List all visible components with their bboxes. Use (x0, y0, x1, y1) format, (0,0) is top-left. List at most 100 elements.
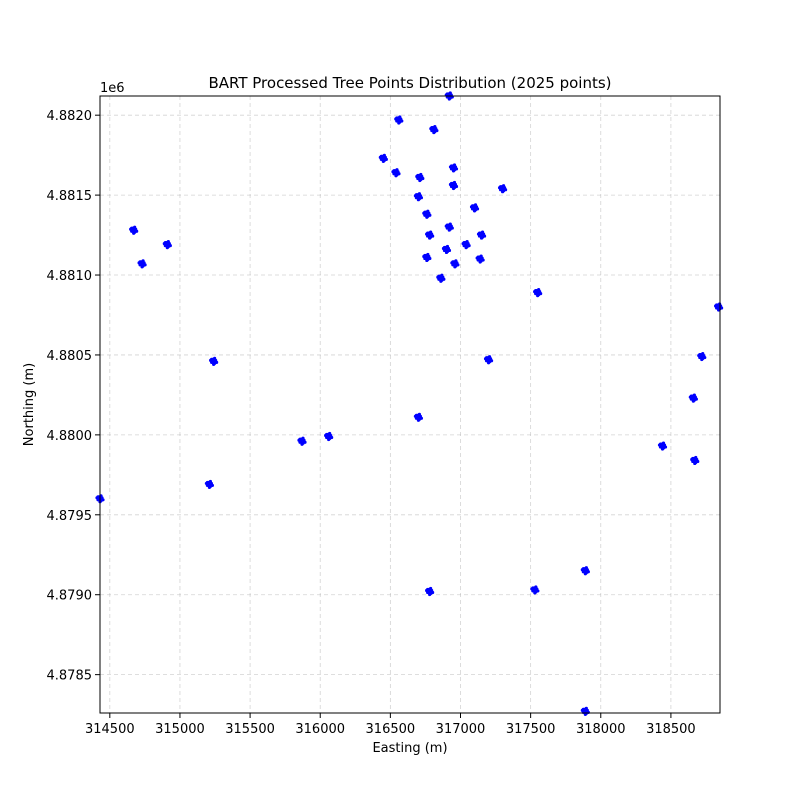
data-point (423, 253, 427, 258)
plot-frame (99, 95, 721, 714)
data-point (428, 592, 432, 597)
data-point (425, 258, 429, 263)
data-point (691, 456, 695, 461)
data-point (426, 231, 430, 235)
data-point (716, 308, 721, 312)
data-point (583, 712, 587, 717)
data-point (539, 292, 543, 296)
data-point (470, 204, 475, 208)
x-axis-ticks: 314500 315000 315500 316000 316500 317000 3175… (85, 713, 696, 737)
tree-cluster (425, 230, 435, 240)
data-point (425, 215, 429, 219)
data-point (700, 357, 704, 362)
tree-cluster (415, 172, 425, 183)
data-point (165, 246, 169, 250)
tree-cluster (394, 115, 404, 125)
x-tick-label: 315000 (155, 722, 205, 737)
x-tick-label: 318000 (576, 722, 626, 737)
data-point (429, 230, 433, 234)
data-point (392, 169, 396, 173)
data-point (660, 447, 665, 451)
data-point (487, 355, 492, 359)
data-point (661, 441, 666, 445)
data-point (696, 459, 700, 464)
data-point (481, 258, 485, 262)
y-offset-label: 1e6 (100, 81, 125, 96)
data-point (381, 159, 385, 163)
y-axis-label: Northing (m) (22, 363, 37, 446)
data-point (328, 431, 332, 436)
data-point (445, 92, 449, 96)
data-point (701, 351, 705, 356)
data-point (382, 153, 386, 157)
data-point (467, 244, 471, 248)
data-point (583, 572, 587, 576)
data-point (140, 265, 144, 269)
tree-cluster (690, 455, 700, 466)
data-point (168, 244, 172, 248)
data-point (533, 591, 537, 595)
data-point (586, 710, 590, 715)
data-point (432, 130, 436, 135)
data-point (327, 437, 331, 442)
data-point (394, 174, 398, 178)
data-point (449, 164, 454, 168)
data-point (475, 207, 480, 211)
data-point (693, 461, 697, 466)
y-tick-label: 4.8785 (47, 669, 93, 684)
data-point (397, 172, 401, 176)
data-point (464, 246, 468, 250)
y-tick-label: 4.8790 (47, 589, 93, 604)
data-point (213, 356, 217, 360)
data-point (451, 186, 456, 191)
tree-cluster (483, 355, 494, 365)
data-point (303, 440, 307, 444)
data-point (465, 240, 469, 244)
data-point (447, 97, 451, 101)
data-point (130, 226, 134, 230)
data-point (301, 436, 305, 440)
data-point (215, 360, 219, 364)
data-point (429, 586, 433, 591)
data-point (440, 273, 444, 277)
data-point (419, 196, 424, 200)
data-point (395, 116, 399, 120)
data-point (451, 169, 456, 173)
data-point (448, 222, 452, 226)
x-tick-label: 318500 (646, 722, 696, 737)
x-axis-label: Easting (m) (372, 741, 447, 756)
data-point (581, 567, 585, 571)
data-point (503, 188, 508, 192)
data-point (534, 585, 538, 589)
data-point (484, 356, 489, 360)
data-point (462, 241, 466, 245)
data-point (138, 260, 142, 264)
data-point (133, 225, 137, 229)
data-point (477, 231, 482, 235)
tree-cluster (391, 168, 401, 178)
data-point (454, 184, 459, 189)
data-point (379, 154, 383, 158)
data-point (498, 185, 503, 189)
data-point (452, 180, 457, 185)
data-point (456, 263, 460, 267)
data-point (447, 248, 452, 253)
data-point (212, 362, 216, 366)
tree-cluster (469, 203, 480, 213)
data-point (430, 125, 434, 130)
data-point (428, 256, 432, 261)
data-point (414, 193, 419, 197)
tree-cluster (429, 124, 439, 135)
data-point (426, 209, 430, 213)
data-point (210, 483, 215, 488)
y-axis-ticks: 4.8785 4.8790 4.8795 4.8800 4.8805 4.8810 4.88… (47, 109, 100, 684)
tree-cluster (657, 441, 668, 451)
data-point (166, 240, 170, 244)
data-point (398, 115, 402, 119)
data-point (330, 435, 334, 440)
data-point (141, 259, 145, 263)
tree-cluster (324, 431, 334, 442)
data-point (486, 361, 491, 365)
y-tick-label: 4.8810 (47, 269, 93, 284)
tree-cluster (422, 252, 432, 263)
